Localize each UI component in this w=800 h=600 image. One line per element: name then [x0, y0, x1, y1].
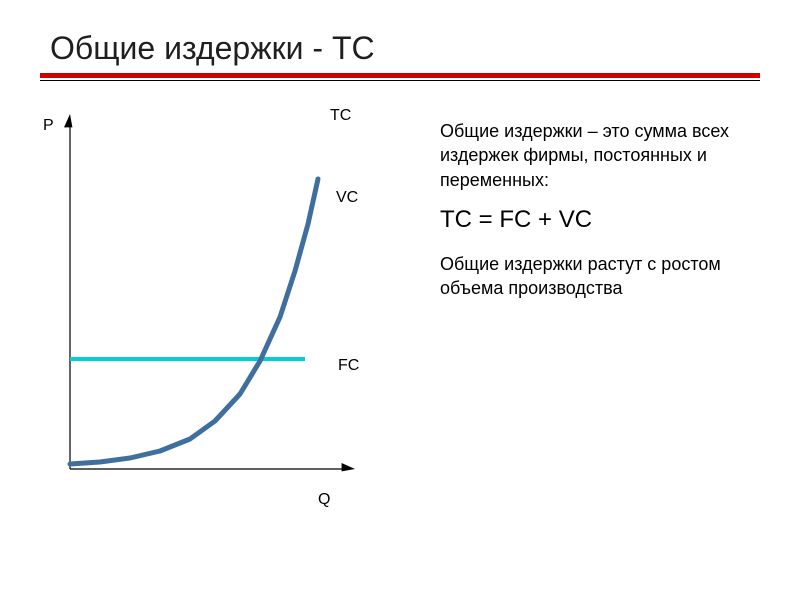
- underline-thick: [40, 73, 760, 78]
- growth-text: Общие издержки растут с ростом объема пр…: [440, 252, 760, 301]
- cost-chart: P Q TC VC FC: [40, 99, 400, 519]
- fc-label: FC: [338, 357, 359, 375]
- formula-text: TC = FC + VC: [440, 206, 760, 234]
- title-underline: [40, 73, 760, 79]
- underline-thin: [40, 80, 760, 81]
- vc-label: VC: [336, 189, 358, 207]
- x-axis-label: Q: [318, 491, 330, 509]
- chart-svg: [40, 99, 400, 519]
- tc-label: TC: [330, 107, 351, 125]
- content-area: P Q TC VC FC Общие издержки – это сумма …: [40, 99, 760, 539]
- definition-text: Общие издержки – это сумма всех издержек…: [440, 119, 760, 192]
- page-title: Общие издержки - ТС: [50, 30, 760, 67]
- y-axis-label: P: [43, 117, 54, 135]
- text-area: Общие издержки – это сумма всех издержек…: [440, 119, 760, 314]
